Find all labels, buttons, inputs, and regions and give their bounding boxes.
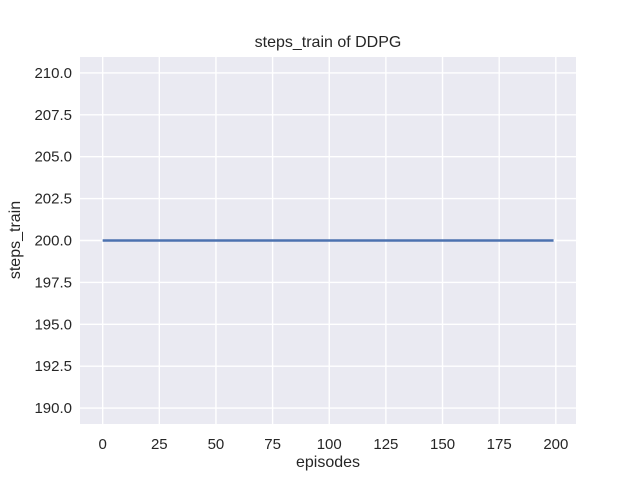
x-axis-label: episodes [295,454,361,471]
x-tick-label: 75 [264,436,281,453]
x-tick-label: 150 [430,436,455,453]
x-tick-label: 25 [151,436,168,453]
y-tick-label: 207.5 [34,107,72,124]
x-tick-label: 100 [317,436,342,453]
y-tick-label: 192.5 [34,358,72,375]
chart-title: steps_train of DDPG [254,34,402,51]
y-tick-label: 190.0 [34,400,72,417]
y-tick-label: 202.5 [34,191,72,208]
x-tick-label: 125 [373,436,398,453]
y-tick-label: 200.0 [34,233,72,250]
y-tick-label: 197.5 [34,274,72,291]
y-tick-label: 210.0 [34,65,72,82]
y-tick-label: 195.0 [34,316,72,333]
x-tick-label: 200 [543,436,568,453]
x-tick-label: 50 [208,436,225,453]
y-axis-label: steps_train [7,200,24,280]
x-tick-label: 175 [487,436,512,453]
y-tick-label: 205.0 [34,149,72,166]
x-tick-label: 0 [98,436,106,453]
